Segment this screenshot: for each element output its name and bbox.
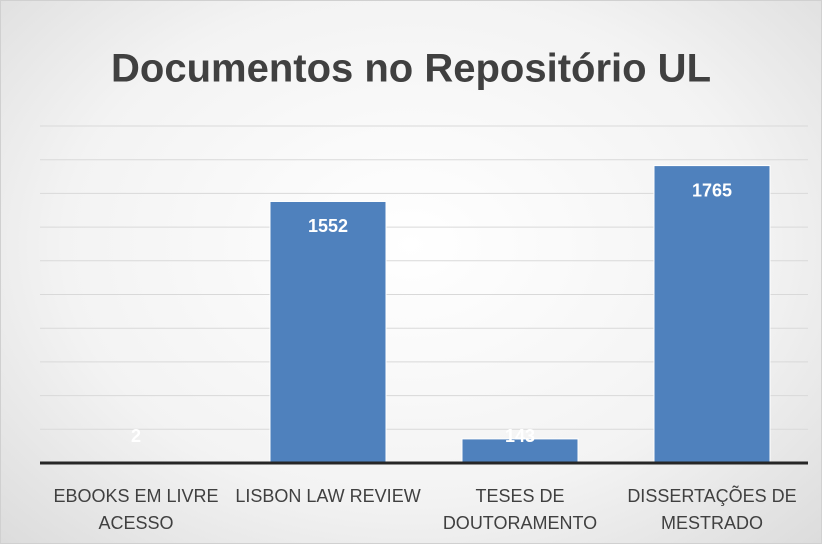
bar [653,165,771,464]
x-tick-label: TESES DE DOUTORAMENTO [442,486,598,533]
x-tick-label: EBOOKS EM LIVRE ACESSO [53,486,219,533]
data-label: 143 [505,426,535,446]
data-label: 1552 [308,216,348,236]
data-label: 1765 [692,180,732,200]
data-label: 2 [131,426,141,446]
bar [461,438,579,464]
bar [269,200,387,464]
x-tick-label: LISBON LAW REVIEW [235,486,421,506]
x-tick-label: DISSERTAÇÕES DE MESTRADO [627,486,797,533]
chart-title: Documentos no Repositório UL [111,47,711,91]
